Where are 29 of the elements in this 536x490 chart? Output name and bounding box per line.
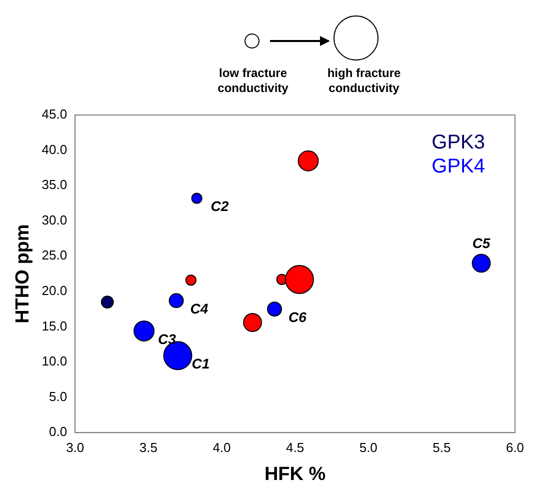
y-tick-label: 15.0 bbox=[42, 318, 68, 334]
y-axis-title: HTHO ppm bbox=[12, 224, 34, 324]
annotation: C1 bbox=[192, 356, 210, 372]
y-tick-label: 0.0 bbox=[49, 424, 68, 440]
x-tick-label: 3.0 bbox=[66, 440, 84, 455]
x-tick-label: 5.5 bbox=[432, 440, 451, 455]
annotation: C2 bbox=[210, 198, 229, 214]
y-tick-label: 20.0 bbox=[42, 283, 68, 298]
annotation: C3 bbox=[158, 330, 176, 347]
text: GPK4 bbox=[432, 156, 485, 178]
y-tick-label: 35.0 bbox=[42, 177, 68, 192]
text: low fracture conductivity bbox=[216, 66, 290, 96]
x-tick-label: 3.5 bbox=[139, 440, 158, 455]
y-tick-label: 45.0 bbox=[42, 106, 68, 122]
x-tick-label: 6.0 bbox=[506, 440, 524, 455]
x-tick-label: 4.5 bbox=[286, 440, 304, 455]
x-axis-title: HFK % bbox=[264, 464, 326, 485]
annotation: C6 bbox=[288, 308, 307, 325]
y-tick-label: 25.0 bbox=[42, 248, 68, 263]
text: GPK3 bbox=[432, 132, 485, 154]
x-tick-label: 5.0 bbox=[359, 440, 378, 455]
text: high fracture conductivity bbox=[326, 66, 402, 96]
y-tick-label: 5.0 bbox=[49, 388, 68, 404]
y-tick-label: 40.0 bbox=[42, 142, 68, 157]
y-tick-label: 30.0 bbox=[42, 212, 68, 228]
y-tick-label: 10.0 bbox=[42, 354, 68, 369]
x-tick-label: 4.0 bbox=[212, 440, 231, 455]
annotation: C4 bbox=[190, 300, 208, 316]
annotation: C5 bbox=[472, 235, 490, 252]
